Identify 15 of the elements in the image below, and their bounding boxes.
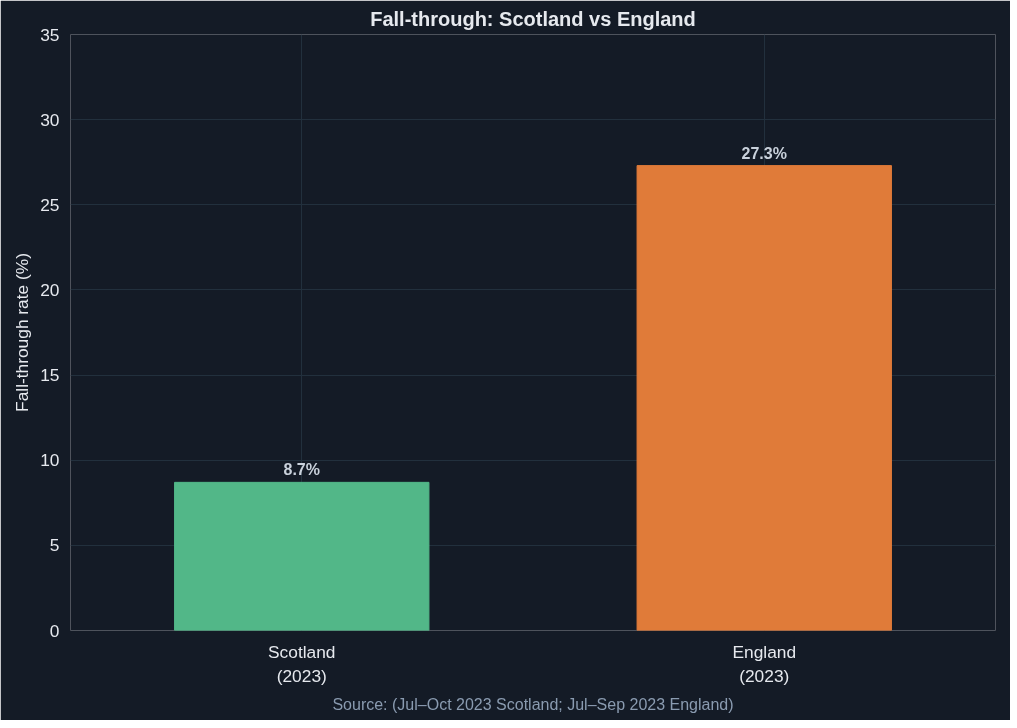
data-label: 27.3% (741, 144, 787, 162)
chart-title: Fall-through: Scotland vs England (370, 7, 696, 30)
y-tick-label: 10 (40, 450, 60, 471)
y-tick-label: 20 (40, 279, 60, 300)
y-tick-label: 30 (40, 109, 60, 130)
y-tick-label: 25 (40, 194, 60, 215)
data-label: 8.7% (283, 461, 320, 479)
y-tick-label: 15 (40, 365, 60, 386)
source-note: Source: (Jul–Oct 2023 Scotland; Jul–Sep 2023 England) (332, 695, 734, 713)
y-tick-label: 0 (49, 620, 60, 641)
x-tick-label: Scotland (2023) (268, 641, 336, 686)
y-tick-label: 5 (49, 535, 60, 556)
y-tick-label: 35 (40, 24, 60, 45)
y-axis-title: Fall-through rate (%) (12, 253, 33, 412)
x-tick-label: England (2023) (732, 641, 797, 686)
